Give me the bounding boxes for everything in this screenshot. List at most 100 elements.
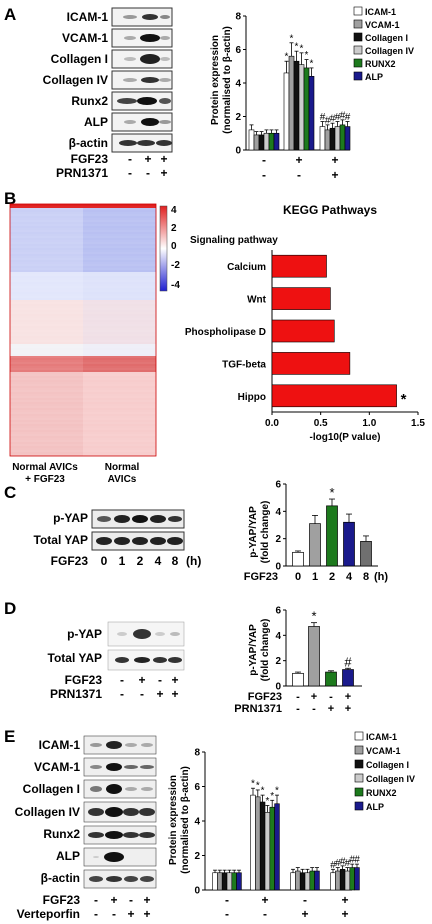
panel-e-bar	[255, 796, 261, 891]
heatmap-cell	[83, 300, 156, 302]
heatmap-cell	[83, 238, 156, 240]
panel-e-sig-mark: #	[345, 858, 351, 869]
panel-e-bands	[83, 735, 157, 889]
heatmap-cell	[10, 432, 83, 434]
heatmap-cell	[83, 284, 156, 286]
heatmap-cell	[83, 276, 156, 278]
heatmap-cell	[83, 422, 156, 424]
condition-mark: +	[110, 893, 117, 907]
heatmap-cell	[10, 346, 83, 348]
heatmap-cell	[83, 338, 156, 340]
panel-c-x-axis-label: FGF23	[244, 571, 278, 583]
heatmap-cell	[83, 388, 156, 390]
heatmap-cell	[10, 248, 83, 250]
kegg-bar	[271, 352, 351, 375]
heatmap-cell	[83, 328, 156, 330]
heatmap-cell	[83, 370, 156, 372]
condition-mark: -	[128, 152, 132, 166]
heatmap-cell	[83, 434, 156, 436]
heatmap-cell	[10, 374, 83, 376]
heatmap-cell	[83, 430, 156, 432]
heatmap-cell	[10, 326, 83, 328]
heatmap-cell	[10, 436, 83, 438]
condition-label: PRN1371	[50, 687, 102, 701]
heatmap-cell	[83, 414, 156, 416]
panel-e-bar	[335, 870, 341, 891]
heatmap-cell	[10, 304, 83, 306]
heatmap-cell	[10, 218, 83, 220]
panel-e-y-tick-label: 2	[194, 851, 200, 862]
panel-e-bar	[290, 872, 296, 891]
condition-mark: +	[143, 893, 150, 907]
kegg-x-tick-label: 1.5	[411, 418, 425, 429]
panel-e-legend-swatch	[354, 787, 364, 797]
panel-a-sig-mark: #	[325, 115, 331, 126]
panel-a-bar	[329, 127, 336, 151]
heatmap-cell	[83, 330, 156, 332]
panel-c-bar	[343, 521, 355, 567]
heatmap-cell	[10, 306, 83, 308]
heatmap-cell	[83, 254, 156, 256]
blot-label: Collagen IV	[43, 73, 108, 87]
heatmap-cell	[10, 392, 83, 394]
heatmap-cell	[10, 380, 83, 382]
heatmap-cell	[83, 292, 156, 294]
timepoint-label: 8	[172, 554, 179, 568]
heatmap-cell	[83, 260, 156, 262]
heatmap-cell	[10, 336, 83, 338]
heatmap-cell	[10, 376, 83, 378]
panel-a-sig-mark: *	[290, 33, 294, 44]
heatmap-cell	[10, 428, 83, 430]
heatmap-cell	[10, 450, 83, 452]
panel-e-bar	[344, 870, 351, 891]
heatmap-cell	[10, 402, 83, 404]
heatmap-cell	[83, 204, 156, 206]
heatmap-cell	[10, 284, 83, 286]
panel-a-ylabel-1: Protein expression	[210, 35, 221, 125]
condition-mark: +	[160, 166, 167, 180]
condition-mark: +	[127, 907, 134, 921]
heatmap-cell	[83, 248, 156, 250]
panel-c-y-tick-label: 0	[275, 562, 281, 573]
heatmap-cells	[10, 204, 156, 456]
panel-c-bar	[326, 505, 338, 567]
blot-label: ICAM-1	[67, 10, 109, 24]
panel-a-bar	[324, 129, 331, 151]
kegg-x-tick-label: 0.5	[314, 418, 328, 429]
heatmap-cell	[10, 292, 83, 294]
heatmap-cell	[83, 272, 156, 274]
panel-letter-e: E	[4, 727, 15, 746]
panel-a-bands	[111, 7, 173, 153]
blot-label: Total YAP	[48, 651, 102, 665]
panel-e-legend-label: Collagen IV	[366, 774, 415, 784]
panel-c-x-tick-label: 1	[312, 571, 318, 583]
heatmap-cell	[10, 442, 83, 444]
panel-e-bar	[226, 872, 233, 891]
timepoint-unit: (h)	[186, 554, 201, 568]
heatmap-cell	[83, 362, 156, 364]
heatmap-cell	[83, 294, 156, 296]
heatmap-cell	[10, 254, 83, 256]
heatmap-cell	[10, 290, 83, 292]
panel-a-sig-mark: *	[285, 52, 289, 63]
heatmap-cell	[83, 404, 156, 406]
heatmap-cell	[10, 276, 83, 278]
blot-label: p-YAP	[53, 511, 88, 525]
panel-d-sig-mark: *	[311, 609, 316, 624]
panel-a-legend-label: ALP	[365, 72, 383, 82]
panel-a-bar	[293, 60, 300, 151]
timepoint-label: 0	[101, 554, 108, 568]
heatmap-cell	[83, 270, 156, 272]
condition-mark: +	[143, 907, 150, 921]
panel-a-ylabel-2: (normalised to β-actin)	[222, 26, 233, 134]
panel-a-bar	[319, 126, 326, 151]
heatmap-cell	[83, 390, 156, 392]
heatmap-cell	[10, 422, 83, 424]
heatmap-cell	[10, 342, 83, 344]
heatmap-cell	[10, 356, 83, 358]
heatmap-cell	[83, 240, 156, 242]
heatmap-cell	[83, 366, 156, 368]
condition-mark: +	[144, 152, 151, 166]
